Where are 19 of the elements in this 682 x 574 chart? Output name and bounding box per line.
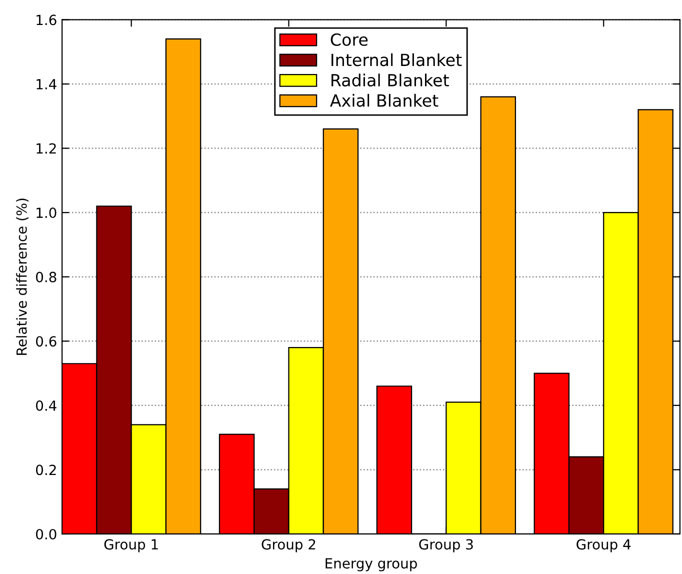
y-axis-title: Relative difference (%) <box>16 198 28 355</box>
x-tick-label: Group 1 <box>104 539 158 552</box>
legend-label: Internal Blanket <box>332 53 462 66</box>
legend-label: Radial Blanket <box>332 74 449 87</box>
x-axis-title: Energy group <box>326 558 417 572</box>
x-tick-label: Group 3 <box>419 539 473 552</box>
x-tick-label: Group 2 <box>262 539 316 552</box>
y-tick-label: 0.0 <box>36 528 56 540</box>
legend-label: Core <box>330 33 368 46</box>
y-tick-label: 1.2 <box>36 143 56 154</box>
y-tick-label: 0.4 <box>36 400 56 411</box>
y-tick-label: 1.4 <box>36 79 56 90</box>
legend-label: Axial Blanket <box>330 94 438 107</box>
y-tick-label: 1.0 <box>36 208 56 218</box>
y-tick-label: 0.6 <box>36 336 56 347</box>
y-tick-label: 0.2 <box>36 464 56 476</box>
y-tick-label: 1.6 <box>36 14 56 26</box>
x-tick-label: Group 4 <box>576 539 631 552</box>
y-tick-label: 0.8 <box>36 272 56 282</box>
